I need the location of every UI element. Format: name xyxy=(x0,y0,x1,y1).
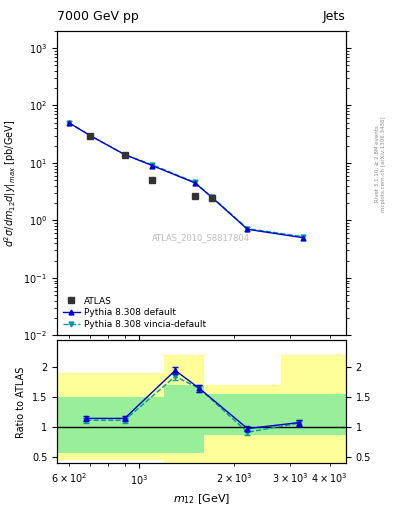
Pythia 8.308 vincia-default xyxy=(150,162,154,168)
Text: 7000 GeV pp: 7000 GeV pp xyxy=(57,10,139,23)
Pythia 8.308 default xyxy=(122,152,127,158)
Bar xyxy=(164,386,204,453)
Pythia 8.308 vincia-default xyxy=(301,233,306,240)
ATLAS xyxy=(150,177,154,183)
X-axis label: $m_{12}$ [GeV]: $m_{12}$ [GeV] xyxy=(173,493,230,506)
Pythia 8.308 default xyxy=(210,195,215,201)
Bar xyxy=(164,355,204,463)
Text: ATLAS_2010_S8817804: ATLAS_2010_S8817804 xyxy=(152,233,250,242)
Bar xyxy=(281,355,346,463)
Pythia 8.308 default xyxy=(193,180,197,186)
Pythia 8.308 vincia-default xyxy=(193,179,197,185)
Text: Rivet 3.1.10, ≥ 2.8M events: Rivet 3.1.10, ≥ 2.8M events xyxy=(375,125,380,202)
Pythia 8.308 default xyxy=(245,226,250,232)
Pythia 8.308 vincia-default xyxy=(210,194,215,200)
Pythia 8.308 default xyxy=(66,120,71,126)
Pythia 8.308 default xyxy=(301,234,306,241)
Pythia 8.308 vincia-default xyxy=(88,133,92,139)
Line: ATLAS: ATLAS xyxy=(86,132,215,201)
Bar xyxy=(112,397,164,453)
Bar xyxy=(112,373,164,460)
Text: mcplots.cern.ch [arXiv:1306.3436]: mcplots.cern.ch [arXiv:1306.3436] xyxy=(381,116,386,211)
ATLAS xyxy=(88,133,92,139)
Pythia 8.308 vincia-default xyxy=(122,152,127,158)
Y-axis label: Ratio to ATLAS: Ratio to ATLAS xyxy=(17,366,26,438)
Line: Pythia 8.308 default: Pythia 8.308 default xyxy=(66,120,306,240)
Bar xyxy=(281,394,346,435)
ATLAS xyxy=(193,193,197,199)
Pythia 8.308 vincia-default xyxy=(245,226,250,232)
Bar xyxy=(204,394,281,435)
Bar xyxy=(204,386,281,463)
Y-axis label: $d^2\sigma/dm_{12}d|y|_{max}$ [pb/GeV]: $d^2\sigma/dm_{12}d|y|_{max}$ [pb/GeV] xyxy=(2,119,18,247)
Bar xyxy=(57,373,112,460)
ATLAS xyxy=(122,152,127,158)
Pythia 8.308 vincia-default xyxy=(66,120,71,126)
Bar xyxy=(57,397,112,453)
Text: Jets: Jets xyxy=(323,10,346,23)
Legend: ATLAS, Pythia 8.308 default, Pythia 8.308 vincia-default: ATLAS, Pythia 8.308 default, Pythia 8.30… xyxy=(61,295,208,331)
Pythia 8.308 default xyxy=(150,162,154,168)
Pythia 8.308 default xyxy=(88,133,92,139)
Line: Pythia 8.308 vincia-default: Pythia 8.308 vincia-default xyxy=(66,120,306,239)
ATLAS xyxy=(210,195,215,201)
